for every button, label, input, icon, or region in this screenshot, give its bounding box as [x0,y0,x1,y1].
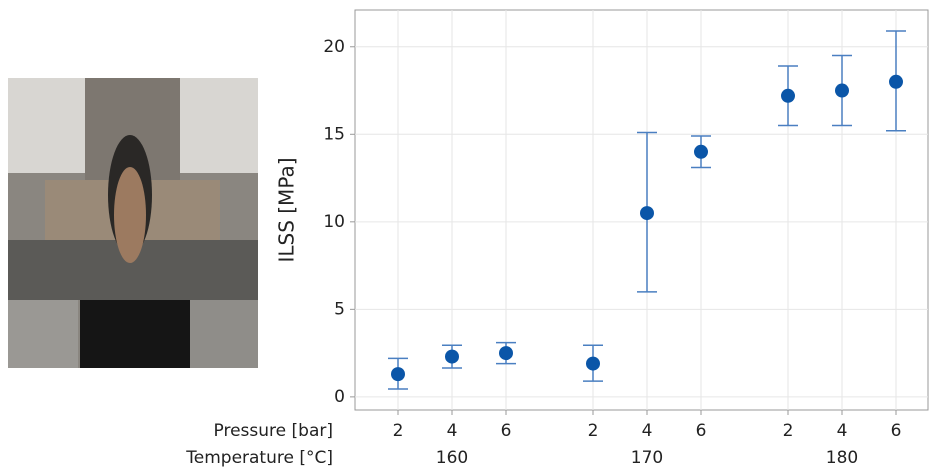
point [694,145,708,159]
x-tick-label: 2 [588,421,599,441]
point [586,357,600,371]
x-row-label: Pressure [bar] [214,421,333,441]
group-label: 160 [436,448,468,468]
photo [8,78,258,368]
group-label: 180 [826,448,858,468]
point [889,75,903,89]
y-axis-label: ILSS [MPa] [275,157,299,262]
x-tick-label: 4 [837,421,848,441]
y-tick-label: 10 [323,212,345,232]
point [391,367,405,381]
point [640,206,654,220]
point [499,346,513,360]
x-tick-label: 6 [501,421,512,441]
x-tick-label: 4 [642,421,653,441]
point [835,84,849,98]
group-label: 170 [631,448,663,468]
y-tick-label: 0 [334,387,345,407]
x-tick-label: 6 [891,421,902,441]
y-tick-label: 20 [323,37,345,57]
x-tick-label: 4 [447,421,458,441]
figure: ILSS [MPa] Pressure [bar] Temperature [°… [0,0,930,472]
x-tick-label: 2 [783,421,794,441]
y-tick-label: 15 [323,124,345,144]
x-row-label: Temperature [°C] [185,448,333,468]
point [781,89,795,103]
point [445,350,459,364]
x-tick-label: 6 [696,421,707,441]
x-tick-label: 2 [393,421,404,441]
y-tick-label: 5 [334,299,345,319]
